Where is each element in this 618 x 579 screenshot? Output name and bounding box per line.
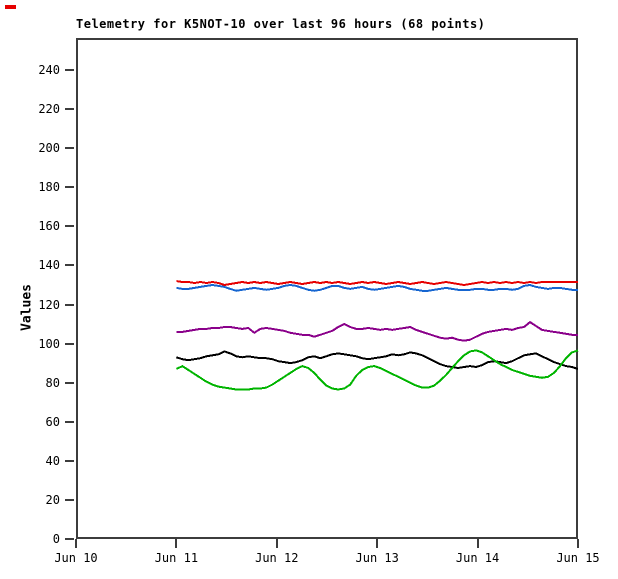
y-tick-mark	[65, 186, 74, 189]
x-tick-mark	[376, 539, 379, 548]
x-tick-label: Jun 12	[255, 551, 299, 565]
y-tick-mark	[65, 303, 74, 306]
x-tick-label: Jun 14	[455, 551, 500, 565]
y-tick-mark	[65, 147, 74, 150]
y-tick-mark	[65, 381, 74, 384]
chart-title: Telemetry for K5NOT-10 over last 96 hour…	[76, 17, 486, 31]
x-tick-mark	[577, 539, 579, 548]
y-tick-mark	[65, 108, 74, 111]
y-tick-label: 120	[38, 297, 60, 312]
x-tick-label: Jun 13	[355, 551, 399, 565]
y-tick-mark	[65, 69, 74, 71]
y-tick-mark	[65, 459, 74, 462]
y-tick-mark	[65, 264, 74, 267]
x-tick-mark	[175, 539, 178, 548]
x-tick-label: Jun 15	[556, 551, 600, 565]
y-tick-label: 0	[52, 532, 60, 546]
y-tick-label: 20	[45, 492, 60, 507]
x-tick-label: Jun 10	[54, 551, 98, 565]
y-tick-mark	[65, 498, 74, 501]
plot-area	[76, 38, 578, 539]
y-tick-mark	[65, 225, 74, 228]
x-tick-mark	[275, 539, 278, 548]
y-tick-label: 160	[38, 219, 60, 234]
x-tick-mark	[75, 539, 77, 548]
y-tick-label: 240	[38, 63, 60, 77]
y-tick-label: 80	[45, 375, 60, 390]
y-tick-label: 60	[45, 414, 60, 429]
corner-artifact-mark	[5, 5, 16, 9]
y-tick-label: 200	[38, 141, 60, 156]
y-tick-label: 40	[45, 453, 60, 468]
y-tick-label: 220	[38, 102, 60, 117]
y-tick-label: 180	[38, 180, 60, 195]
y-tick-mark	[65, 420, 74, 423]
y-tick-mark	[65, 538, 74, 540]
x-tick-mark	[476, 539, 479, 548]
y-tick-mark	[65, 342, 74, 345]
y-tick-label: 100	[38, 336, 60, 351]
x-tick-label: Jun 11	[154, 551, 199, 565]
y-tick-label: 140	[38, 258, 60, 273]
